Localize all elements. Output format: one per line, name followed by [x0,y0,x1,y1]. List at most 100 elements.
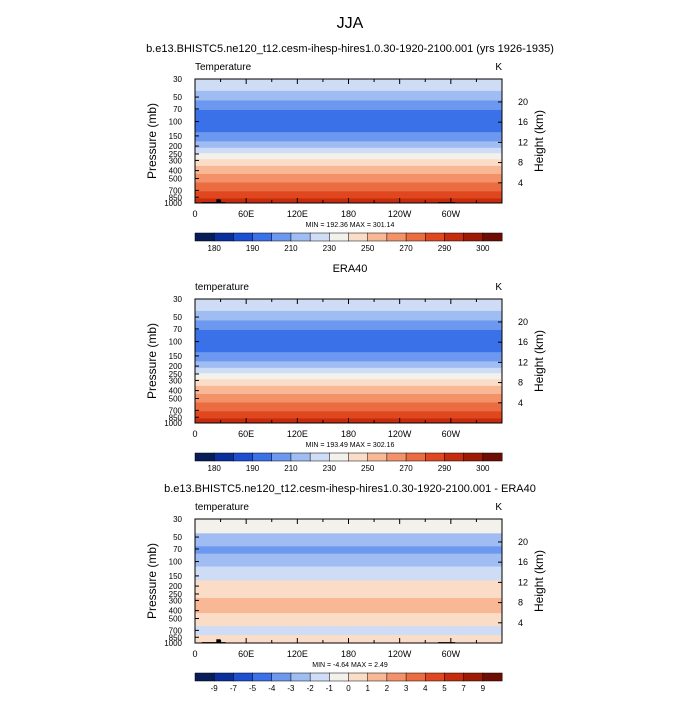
height-tick-label: 4 [518,178,523,188]
contour-band [195,402,502,412]
contour-band [195,361,502,369]
y-tick-label: 850 [169,413,183,422]
y-tick-label: 50 [173,533,182,542]
contour-band [195,533,502,547]
colorbar-label: 230 [323,244,337,253]
contour-band [195,626,502,636]
height-tick-label: 20 [518,317,528,327]
height-tick-label: 20 [518,97,528,107]
y-tick-label: 250 [169,370,183,379]
contour-band [195,329,502,353]
height-tick-label: 12 [518,137,528,147]
y-tick-label: 100 [169,118,183,127]
colorbar-swatch [194,452,215,462]
colorbar-swatch [463,232,484,242]
y-tick-label: 250 [169,150,183,159]
colorbar-swatch [386,672,407,682]
colorbar-swatch [444,232,465,242]
y-tick-label: 1000 [164,639,182,648]
colorbar-swatch [444,672,465,682]
x-tick-label: 60E [238,649,254,659]
y-tick-label: 500 [169,174,183,183]
colorbar-swatch [309,672,330,682]
panel-units-label: K [495,502,502,513]
height-tick-label: 4 [518,398,523,408]
colorbar-swatch [482,232,503,242]
colorbar-swatch [348,452,369,462]
contour-band [195,147,502,154]
contour-band [195,100,502,111]
colorbar-swatch [252,672,273,682]
colorbar-swatch [425,452,445,462]
y-tick-label: 400 [169,387,183,396]
colorbar-swatch [425,232,445,242]
y-tick-label: 100 [169,558,183,567]
panel-variable-label: temperature [195,282,249,293]
height-tick-label: 4 [518,618,523,628]
height-axis-title: Height (km) [532,330,546,392]
height-axis-title: Height (km) [532,550,546,612]
y-tick-label: 500 [169,614,183,623]
x-tick-label: 120W [388,429,412,439]
colorbar-swatch [367,232,388,242]
colorbar-swatch [233,232,254,242]
y-tick-label: 850 [169,193,183,202]
colorbar-swatch [194,232,215,242]
y-tick-label: 200 [169,142,183,151]
colorbar-swatch [329,672,349,682]
contour-band [195,141,502,149]
colorbar-label: 210 [284,244,298,253]
page-title: JJA [337,15,364,32]
contour-band [195,519,502,534]
x-tick-label: 0 [192,209,197,219]
colorbar-label: 290 [438,244,452,253]
colorbar-swatch [233,452,254,462]
colorbar-label: 300 [476,244,490,253]
y-tick-label: 30 [173,75,182,84]
contour-band [195,79,502,92]
panel-variable-label: Temperature [195,62,252,73]
x-tick-label: 120E [287,649,308,659]
colorbar-swatch [309,232,330,242]
height-tick-label: 16 [518,337,528,347]
colorbar-swatch [213,672,234,682]
y-tick-label: 700 [169,626,183,635]
x-tick-label: 60W [442,429,461,439]
y-tick-label: 500 [169,394,183,403]
x-tick-label: 60W [442,209,461,219]
height-tick-label: 16 [518,557,528,567]
colorbar-swatch [290,452,311,462]
y-tick-label: 200 [169,362,183,371]
y-tick-label: 30 [173,295,182,304]
colorbar-swatch [213,452,234,462]
contour-band [195,153,502,160]
colorbar-label: 0 [346,684,351,693]
x-tick-label: 120E [287,209,308,219]
colorbar-label: -3 [287,684,295,693]
y-tick-label: 70 [173,325,182,334]
y-tick-label: 150 [169,132,183,141]
x-tick-label: 180 [341,209,356,219]
y-tick-label: 400 [169,607,183,616]
colorbar-label: 3 [404,684,409,693]
y-tick-label: 300 [169,596,183,605]
y-tick-label: 250 [169,590,183,599]
colorbar-swatch [271,232,292,242]
colorbar-swatch [252,452,273,462]
x-tick-label: 60W [442,649,461,659]
contour-band [195,373,502,380]
y-axis-title: Pressure (mb) [145,543,159,619]
colorbar-swatch [482,672,503,682]
contour-band [195,597,502,614]
colorbar-label: 9 [481,684,486,693]
colorbar-label: -5 [249,684,257,693]
contour-band [195,109,502,133]
y-tick-label: 300 [169,376,183,385]
min-max-label: MIN = 193.49 MAX = 302.16 [306,442,395,449]
y-tick-label: 50 [173,93,182,102]
y-tick-label: 50 [173,313,182,322]
contour-band [195,310,502,321]
y-tick-label: 70 [173,105,182,114]
colorbar-swatch [290,672,311,682]
